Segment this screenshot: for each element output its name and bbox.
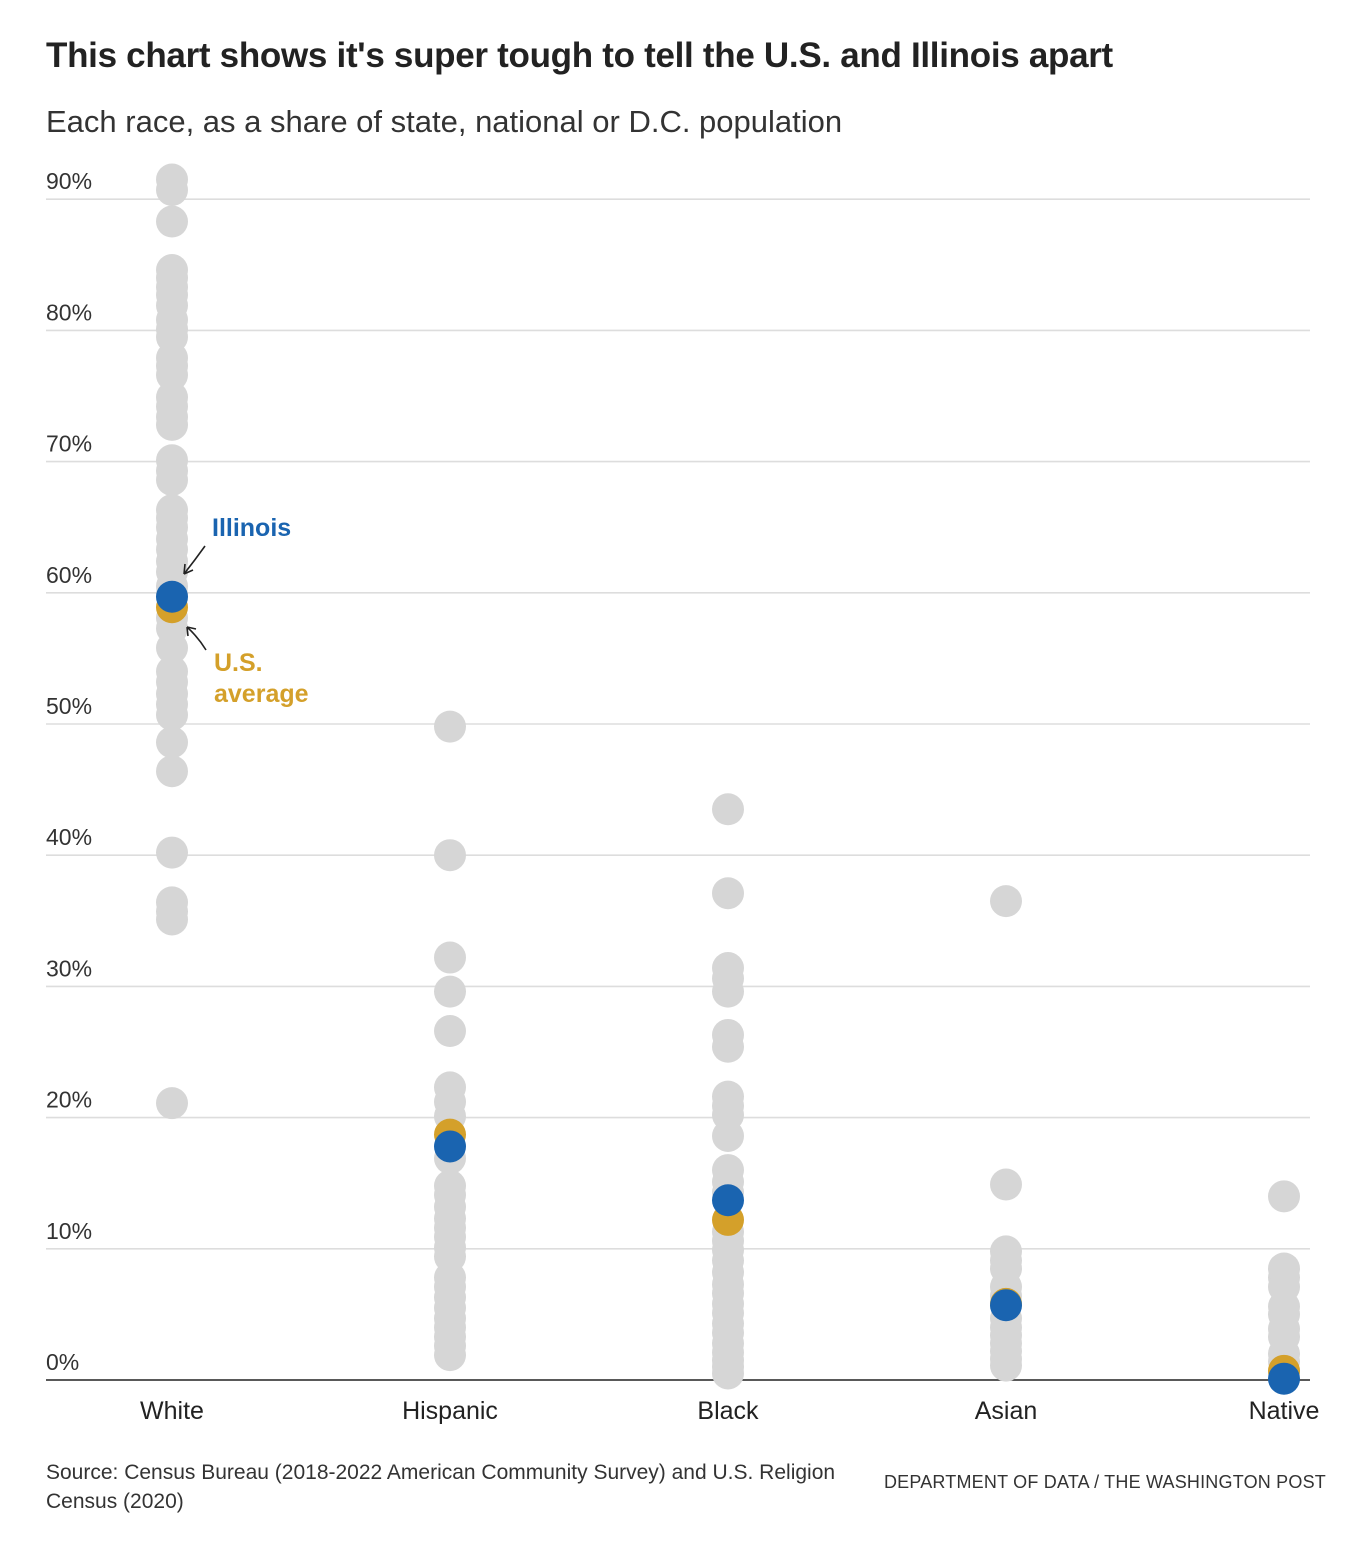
state-dot bbox=[434, 975, 466, 1008]
state-dot bbox=[434, 839, 466, 872]
chart-subtitle: Each race, as a share of state, national… bbox=[46, 104, 843, 139]
source-note: Source: Census Bureau (2018-2022 America… bbox=[46, 1461, 836, 1513]
x-axis-category-labels: White Hispanic Black Asian Native bbox=[140, 1397, 1319, 1425]
state-dot bbox=[156, 631, 188, 664]
state-dot bbox=[156, 903, 188, 936]
state-dot bbox=[712, 1030, 744, 1063]
state-dot bbox=[712, 1357, 744, 1390]
state-dot bbox=[156, 174, 188, 207]
x-category-label: Native bbox=[1249, 1397, 1320, 1425]
chart-title: This chart shows it's super tough to tel… bbox=[46, 36, 1113, 75]
state-dot bbox=[712, 975, 744, 1008]
state-dot bbox=[434, 1015, 466, 1048]
us-average-annotation-line-2: average bbox=[214, 680, 309, 708]
illinois-dot bbox=[990, 1289, 1022, 1322]
annotations: Illinois U.S. average bbox=[183, 514, 309, 708]
state-dot bbox=[712, 877, 744, 910]
illinois-arrow-head bbox=[183, 563, 194, 575]
x-category-label: Black bbox=[697, 1397, 759, 1425]
state-dot bbox=[156, 408, 188, 441]
y-tick-label: 80% bbox=[46, 299, 92, 325]
state-dot bbox=[156, 726, 188, 759]
y-tick-label: 10% bbox=[46, 1218, 92, 1244]
state-dot bbox=[990, 1168, 1022, 1201]
state-dot bbox=[434, 1339, 466, 1372]
y-axis-tick-labels: 0% 10% 20% 30% 40% 50% 60% 70% 80% 90% bbox=[46, 168, 92, 1375]
us-average-arrow bbox=[186, 626, 207, 651]
data-dots bbox=[156, 163, 1300, 1395]
y-tick-label: 0% bbox=[46, 1349, 79, 1375]
state-dot bbox=[990, 1349, 1022, 1382]
state-dot bbox=[156, 836, 188, 869]
state-dot bbox=[990, 885, 1022, 918]
y-tick-label: 90% bbox=[46, 168, 92, 194]
illinois-annotation: Illinois bbox=[212, 514, 291, 542]
x-category-label: Hispanic bbox=[402, 1397, 498, 1425]
illinois-arrow bbox=[183, 545, 206, 575]
state-dot bbox=[712, 1119, 744, 1152]
illinois-dot bbox=[712, 1184, 744, 1217]
illinois-dot bbox=[156, 580, 188, 613]
x-category-label: Asian bbox=[975, 1397, 1038, 1425]
y-tick-label: 60% bbox=[46, 562, 92, 588]
y-tick-label: 70% bbox=[46, 431, 92, 457]
dot-plot-chart: 0% 10% 20% 30% 40% 50% 60% 70% 80% 90% White Hispa… bbox=[46, 163, 1319, 1425]
us-average-arrow-head bbox=[186, 626, 197, 637]
x-category-label: White bbox=[140, 1397, 204, 1425]
state-dot bbox=[156, 755, 188, 788]
state-dot bbox=[712, 793, 744, 826]
credit-line: DEPARTMENT OF DATA / THE WASHINGTON POST bbox=[883, 1472, 1326, 1492]
y-tick-label: 40% bbox=[46, 824, 92, 850]
state-dot bbox=[156, 205, 188, 238]
state-dot bbox=[434, 941, 466, 974]
state-dot bbox=[156, 1087, 188, 1120]
gridlines bbox=[46, 198, 1310, 1381]
y-tick-label: 20% bbox=[46, 1087, 92, 1113]
state-dot bbox=[156, 698, 188, 731]
state-dot bbox=[156, 463, 188, 496]
state-dot bbox=[1268, 1180, 1300, 1213]
state-dot bbox=[156, 359, 188, 392]
state-dot bbox=[434, 710, 466, 743]
y-tick-label: 50% bbox=[46, 693, 92, 719]
y-tick-label: 30% bbox=[46, 955, 92, 981]
illinois-dot bbox=[434, 1130, 466, 1163]
us-average-annotation-line-1: U.S. bbox=[214, 649, 263, 677]
illinois-dot bbox=[1268, 1362, 1300, 1395]
